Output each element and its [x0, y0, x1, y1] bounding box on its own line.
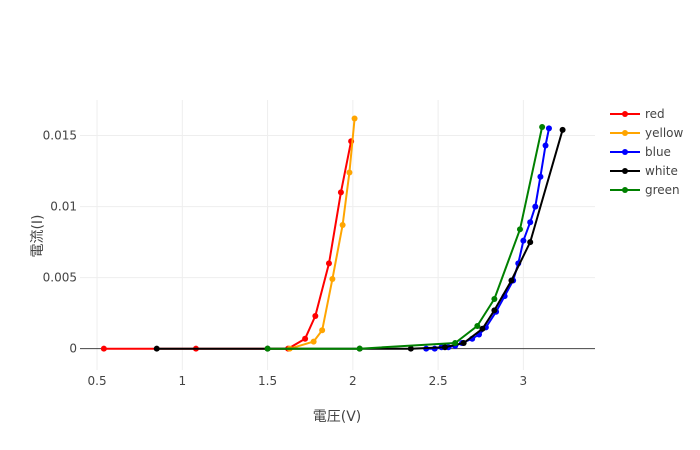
data-point-red[interactable] — [312, 313, 319, 319]
legend-swatch-marker — [622, 187, 628, 193]
data-point-white[interactable] — [491, 307, 498, 314]
legend-label: red — [645, 107, 665, 121]
data-point-green[interactable] — [539, 124, 546, 130]
data-point-green[interactable] — [356, 345, 363, 352]
x-tick-label: 1.5 — [258, 374, 277, 388]
series-green — [264, 124, 546, 352]
series-line-green — [267, 126, 544, 350]
legend-label: white — [645, 164, 678, 178]
data-point-yellow[interactable] — [351, 115, 358, 122]
data-point-white[interactable] — [407, 345, 414, 352]
data-point-green[interactable] — [516, 226, 523, 233]
data-point-red[interactable] — [337, 189, 344, 196]
data-point-blue[interactable] — [520, 237, 527, 244]
data-point-white[interactable] — [559, 126, 566, 133]
data-point-white[interactable] — [508, 277, 515, 284]
legend-swatch-marker — [622, 168, 628, 174]
series-white — [153, 126, 566, 352]
legend[interactable]: red yellow blue white green — [610, 107, 683, 197]
legend-item-white[interactable]: white — [610, 164, 678, 178]
x-tick-label: 2 — [349, 374, 357, 388]
data-point-white[interactable] — [460, 340, 467, 346]
y-tick-label: 0.01 — [50, 200, 77, 214]
data-point-blue[interactable] — [542, 142, 549, 149]
x-axis-title: 電圧(V) — [313, 409, 362, 425]
data-point-yellow[interactable] — [329, 276, 336, 283]
data-point-red[interactable] — [302, 335, 309, 342]
series-line-white — [156, 129, 564, 350]
legend-swatch-marker — [622, 111, 628, 117]
series-layer — [100, 115, 566, 352]
legend-item-green[interactable]: green — [610, 183, 680, 197]
x-tick-label: 3 — [520, 374, 528, 388]
data-point-yellow[interactable] — [319, 327, 326, 334]
data-point-red[interactable] — [325, 260, 332, 267]
series-red — [100, 138, 355, 352]
data-point-green[interactable] — [474, 322, 481, 329]
y-tick-label: 0.005 — [43, 271, 77, 285]
data-point-yellow[interactable] — [346, 169, 353, 176]
data-point-blue[interactable] — [545, 125, 552, 132]
x-tick-label: 1 — [178, 374, 186, 388]
legend-item-blue[interactable]: blue — [610, 145, 671, 159]
data-point-green[interactable] — [264, 345, 271, 352]
data-point-blue[interactable] — [537, 173, 544, 180]
data-point-blue[interactable] — [532, 203, 539, 210]
x-tick-label: 0.5 — [88, 374, 107, 388]
data-point-white[interactable] — [479, 325, 486, 332]
legend-swatch-marker — [622, 130, 628, 136]
data-point-white[interactable] — [441, 344, 448, 351]
legend-label: blue — [645, 145, 671, 159]
series-line-yellow — [289, 118, 356, 350]
data-point-white[interactable] — [527, 239, 534, 246]
x-axis-ticks: 0.5 1 1.5 2 2.5 3 — [88, 374, 528, 388]
legend-swatch-marker — [622, 149, 628, 155]
legend-item-red[interactable]: red — [610, 107, 665, 121]
data-point-red[interactable] — [100, 345, 107, 352]
data-point-green[interactable] — [491, 295, 498, 302]
series-blue — [423, 125, 552, 352]
legend-label: yellow — [645, 126, 683, 140]
data-point-blue[interactable] — [527, 219, 534, 226]
y-tick-label: 0.015 — [43, 129, 77, 143]
y-axis-ticks: 0 0.005 0.01 0.015 — [43, 129, 77, 356]
y-axis-title: 電流(I) — [30, 214, 46, 257]
legend-item-yellow[interactable]: yellow — [610, 126, 683, 140]
grid — [80, 100, 595, 370]
legend-label: green — [645, 183, 680, 197]
series-yellow — [286, 115, 358, 352]
data-point-yellow[interactable] — [339, 222, 346, 229]
x-tick-label: 2.5 — [429, 374, 448, 388]
data-point-yellow[interactable] — [310, 338, 317, 345]
data-point-white[interactable] — [153, 345, 160, 352]
data-point-green[interactable] — [452, 340, 459, 346]
y-tick-label: 0 — [69, 342, 77, 356]
